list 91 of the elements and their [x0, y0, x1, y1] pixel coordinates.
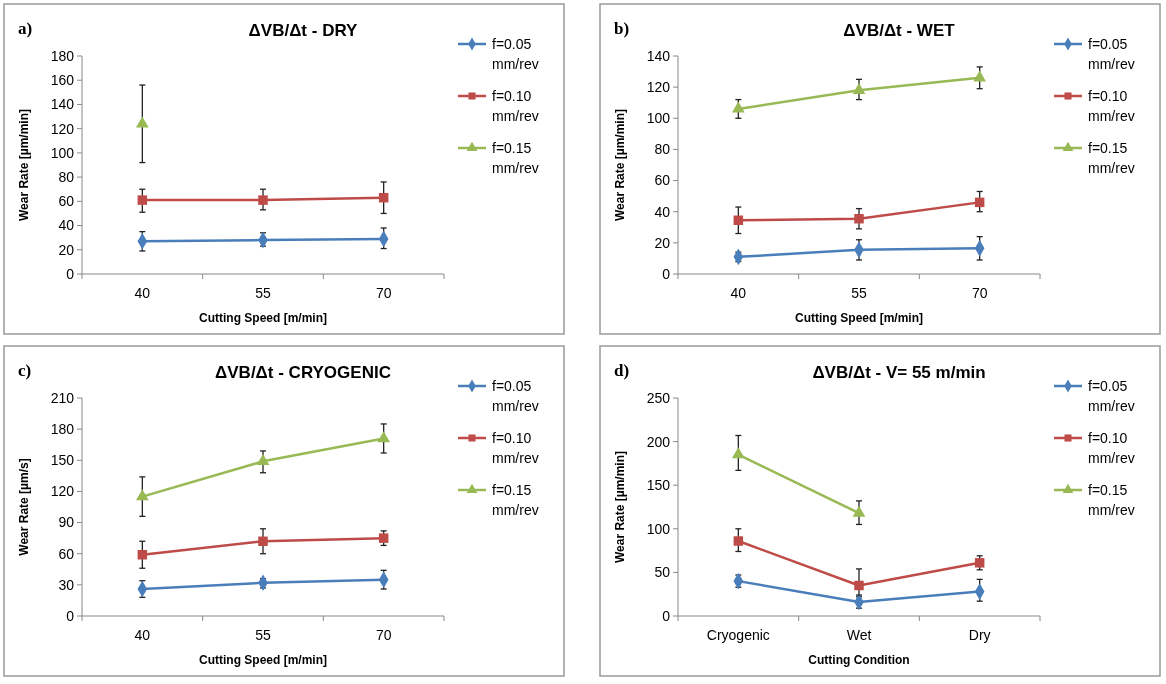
y-tick-label: 150	[50, 452, 75, 469]
x-tick-label: Dry	[968, 627, 991, 643]
x-tick-label: Cryogenic	[706, 627, 770, 643]
y-tick-label: 120	[50, 120, 75, 137]
point	[974, 558, 985, 568]
point	[731, 101, 745, 113]
y-tick-label: 120	[646, 79, 671, 96]
x-tick-label: Wet	[846, 627, 872, 643]
y-tick-label: 100	[646, 110, 671, 127]
x-tick-label: 55	[255, 285, 271, 301]
y-axis-title: Wear Rate [µm/min]	[613, 108, 627, 222]
y-tick-label: 60	[654, 172, 671, 189]
point	[973, 70, 987, 82]
x-tick-label: 70	[375, 627, 392, 643]
chart-title: ΔVB/Δt - V= 55 m/min	[812, 363, 986, 382]
point	[258, 195, 268, 205]
point	[135, 116, 149, 128]
y-tick-label: 40	[654, 203, 671, 220]
legend-label: f=0.05 mm/rev	[1088, 35, 1135, 72]
point	[733, 536, 744, 546]
point	[377, 431, 391, 443]
y-tick-label: 80	[654, 141, 671, 158]
x-axis-title: Cutting Speed [m/min]	[199, 653, 327, 667]
y-tick-label: 210	[50, 389, 75, 406]
point	[852, 82, 866, 94]
y-tick-label: 200	[646, 433, 671, 450]
legend-label: f=0.05 mm/rev	[1088, 377, 1135, 414]
legend-label: f=0.05 mm/rev	[492, 377, 539, 414]
y-tick-label: 50	[654, 564, 671, 581]
legend-label: f=0.15 mm/rev	[1088, 139, 1135, 176]
x-tick-label: 40	[134, 627, 151, 643]
point	[137, 550, 148, 560]
point	[854, 213, 864, 224]
y-axis-title: Wear Rate [µm/s]	[17, 458, 31, 556]
y-tick-label: 0	[662, 607, 671, 624]
x-tick-label: 70	[971, 285, 988, 301]
x-tick-label: 55	[851, 285, 867, 301]
y-axis-title: Wear Rate [µm/min]	[613, 450, 627, 564]
x-tick-label: 40	[730, 285, 747, 301]
y-tick-label: 60	[58, 193, 75, 210]
x-axis-title: Cutting Condition	[808, 653, 910, 667]
point	[137, 195, 148, 205]
y-tick-label: 20	[58, 241, 75, 258]
chart-title: ΔVB/Δt - WET	[843, 21, 956, 40]
point	[378, 533, 389, 543]
legend-label: f=0.15 mm/rev	[1088, 481, 1135, 518]
legend-label: f=0.15 mm/rev	[492, 481, 539, 518]
x-tick-label: 55	[255, 627, 271, 643]
legend-label: f=0.10 mm/rev	[492, 429, 539, 466]
point	[258, 536, 268, 546]
y-tick-label: 0	[66, 265, 75, 282]
y-tick-label: 180	[50, 47, 75, 64]
y-tick-label: 100	[646, 520, 671, 537]
legend-label: f=0.05 mm/rev	[492, 35, 539, 72]
y-tick-label: 30	[58, 576, 75, 593]
legend-label: f=0.10 mm/rev	[492, 87, 539, 124]
legend-label: f=0.10 mm/rev	[1088, 429, 1135, 466]
text: d)	[614, 361, 630, 380]
point	[256, 453, 270, 465]
y-tick-label: 0	[66, 607, 75, 624]
point	[378, 192, 389, 203]
y-tick-label: 150	[646, 477, 671, 494]
y-tick-label: 180	[50, 421, 75, 438]
y-tick-label: 20	[654, 234, 671, 251]
text: b)	[614, 19, 630, 38]
x-axis-title: Cutting Speed [m/min]	[795, 311, 923, 325]
y-tick-label: 90	[58, 514, 75, 531]
y-tick-label: 60	[58, 545, 75, 562]
y-tick-label: 40	[58, 217, 75, 234]
x-tick-label: 40	[134, 285, 151, 301]
y-tick-label: 100	[50, 144, 75, 161]
y-tick-label: 0	[662, 265, 671, 282]
point	[733, 215, 744, 226]
y-tick-label: 140	[50, 96, 75, 113]
text: a)	[18, 19, 33, 38]
chart-title: ΔVB/Δt - DRY	[248, 21, 359, 40]
y-axis-title: Wear Rate [µm/min]	[17, 108, 31, 222]
chart-title: ΔVB/Δt - CRYOGENIC	[215, 363, 391, 382]
y-tick-label: 140	[646, 47, 671, 64]
point	[135, 489, 149, 501]
y-tick-label: 250	[646, 389, 671, 406]
y-tick-label: 120	[50, 483, 75, 500]
legend-label: f=0.15 mm/rev	[492, 139, 539, 176]
x-tick-label: 70	[375, 285, 392, 301]
point	[854, 580, 864, 591]
point	[974, 197, 985, 208]
legend-label: f=0.10 mm/rev	[1088, 87, 1135, 124]
y-tick-label: 80	[58, 169, 75, 186]
x-axis-title: Cutting Speed [m/min]	[199, 311, 327, 325]
y-tick-label: 160	[50, 72, 75, 89]
text: c)	[18, 361, 32, 380]
